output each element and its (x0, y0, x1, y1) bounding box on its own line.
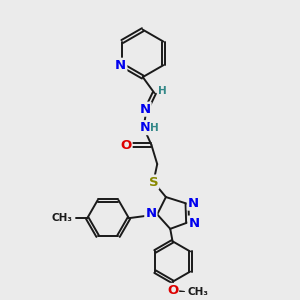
Text: N: N (140, 103, 151, 116)
Text: N: N (140, 121, 151, 134)
Text: N: N (145, 207, 156, 220)
Text: H: H (150, 123, 159, 133)
Text: O: O (167, 284, 178, 297)
Text: H: H (158, 86, 167, 96)
Text: S: S (149, 176, 158, 188)
Text: N: N (115, 59, 126, 72)
Text: N: N (188, 196, 199, 210)
Text: CH₃: CH₃ (188, 287, 208, 297)
Text: O: O (120, 139, 132, 152)
Text: CH₃: CH₃ (51, 213, 72, 223)
Text: N: N (188, 217, 200, 230)
